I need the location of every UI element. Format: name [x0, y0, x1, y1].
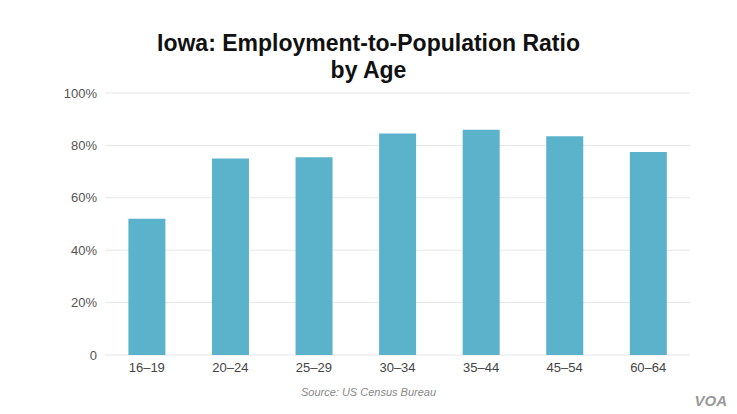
svg-text:100%: 100%	[64, 86, 98, 101]
html-text:Iowa: Employment-to-Population: Iowa: Employment-to-Population Ratio by …	[157, 30, 580, 83]
svg-text:16–19: 16–19	[129, 360, 165, 375]
svg-text:30–34: 30–34	[379, 360, 415, 375]
svg-text:40%: 40%	[71, 243, 97, 258]
svg-text:20%: 20%	[71, 295, 97, 310]
html-text:VOA: VOA	[694, 392, 727, 409]
svg-text:0: 0	[90, 348, 97, 363]
svg-text:20–24: 20–24	[212, 360, 248, 375]
svg-text:60%: 60%	[71, 190, 97, 205]
svg-text:60–64: 60–64	[630, 360, 666, 375]
svg-text:80%: 80%	[71, 138, 97, 153]
svg-text:35–44: 35–44	[463, 360, 499, 375]
svg-text:25–29: 25–29	[296, 360, 332, 375]
html-text:Source: US Census Bureau: Source: US Census Bureau	[300, 386, 437, 398]
svg-text:45–54: 45–54	[547, 360, 583, 375]
